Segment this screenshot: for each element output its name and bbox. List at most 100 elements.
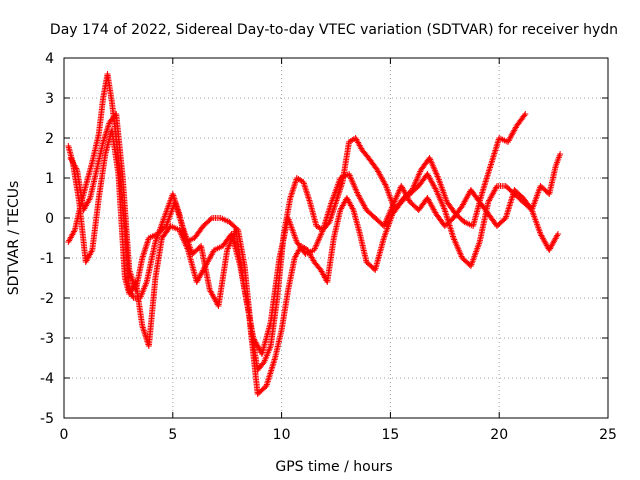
data-point (352, 135, 365, 152)
data-point (285, 256, 298, 293)
data-point (241, 287, 257, 340)
data-point (406, 184, 421, 197)
data-point (89, 196, 102, 253)
data-point (132, 256, 146, 293)
data-point (82, 248, 95, 265)
data-point (359, 147, 371, 160)
data-point (76, 199, 89, 264)
data-point (365, 155, 380, 172)
data-point (398, 183, 413, 204)
data-point (143, 240, 159, 285)
y-tick-label: 2 (45, 131, 54, 147)
data-point (145, 231, 159, 241)
x-tick-label: 5 (168, 427, 177, 443)
data-point (450, 235, 465, 260)
data-point (302, 247, 316, 257)
data-point (502, 188, 517, 221)
data-point (115, 171, 128, 280)
data-point (494, 216, 508, 229)
data-point (293, 239, 308, 256)
data-points (65, 71, 564, 397)
data-point (65, 228, 78, 245)
axis-ticks: 0 5 10 15 20 25 -5 -4 -3 -2 -1 0 1 2 3 4 (40, 51, 617, 443)
data-point (511, 187, 525, 200)
data-point (435, 175, 450, 204)
data-point (424, 195, 439, 216)
data-point (380, 204, 395, 229)
data-point (476, 199, 491, 216)
data-point (504, 124, 519, 145)
data-point (113, 111, 126, 180)
data-point (478, 164, 494, 197)
data-point (200, 216, 214, 229)
data-point (380, 212, 395, 241)
plot-area-border (63, 57, 609, 419)
data-point (522, 111, 529, 117)
data-point (346, 171, 361, 196)
data-point (433, 187, 448, 212)
data-point (557, 151, 564, 157)
y-tick-label: -5 (40, 411, 54, 427)
data-point (306, 199, 319, 228)
y-axis-label: SDTVAR / TECUs (6, 181, 22, 296)
data-point (193, 264, 208, 285)
data-point (324, 236, 337, 285)
data-point (152, 236, 165, 281)
data-point (287, 176, 300, 201)
data-point (139, 236, 152, 261)
chart-title: Day 174 of 2022, Sidereal Day-to-day VTE… (50, 22, 618, 38)
data-point (350, 207, 363, 236)
data-point (171, 199, 187, 232)
data-point (485, 184, 500, 205)
data-point (311, 228, 326, 253)
data-point (217, 215, 231, 225)
series-track-2 (65, 127, 561, 397)
y-tick-label: 1 (45, 171, 54, 187)
data-point (232, 227, 248, 292)
data-point (95, 152, 109, 201)
data-point (267, 256, 283, 325)
data-point (537, 231, 552, 252)
data-point (254, 384, 269, 397)
data-point (330, 208, 343, 241)
x-tick-label: 0 (60, 427, 69, 443)
data-point (546, 232, 561, 253)
data-point (108, 127, 122, 176)
y-tick-label: 4 (45, 51, 54, 67)
y-tick-label: -4 (40, 371, 54, 387)
data-point (450, 204, 465, 221)
data-point (328, 176, 343, 205)
data-point (215, 248, 230, 309)
data-point (467, 187, 482, 204)
data-point (261, 344, 274, 365)
series-track-1 (65, 71, 529, 373)
data-point (426, 155, 441, 180)
data-point (93, 140, 106, 173)
series-track-3 (67, 111, 564, 357)
data-point (272, 328, 285, 361)
data-point (300, 179, 313, 204)
data-point (441, 216, 456, 229)
data-point (293, 175, 305, 184)
data-point (461, 219, 475, 229)
data-point (100, 120, 113, 145)
y-tick-label: -1 (40, 251, 54, 267)
data-point (154, 224, 169, 237)
data-point (537, 183, 552, 196)
data-point (82, 160, 95, 189)
data-point (67, 155, 80, 172)
data-point (356, 231, 370, 264)
y-tick-label: 3 (45, 91, 54, 107)
data-point (80, 196, 93, 213)
data-point (259, 320, 274, 357)
data-point (267, 296, 281, 349)
data-point (95, 96, 106, 137)
x-tick-label: 15 (381, 427, 399, 443)
data-point (513, 112, 528, 129)
x-tick-label: 10 (273, 427, 291, 443)
data-point (180, 227, 195, 256)
data-point (89, 132, 102, 165)
data-point (176, 227, 191, 252)
data-point (167, 223, 181, 233)
